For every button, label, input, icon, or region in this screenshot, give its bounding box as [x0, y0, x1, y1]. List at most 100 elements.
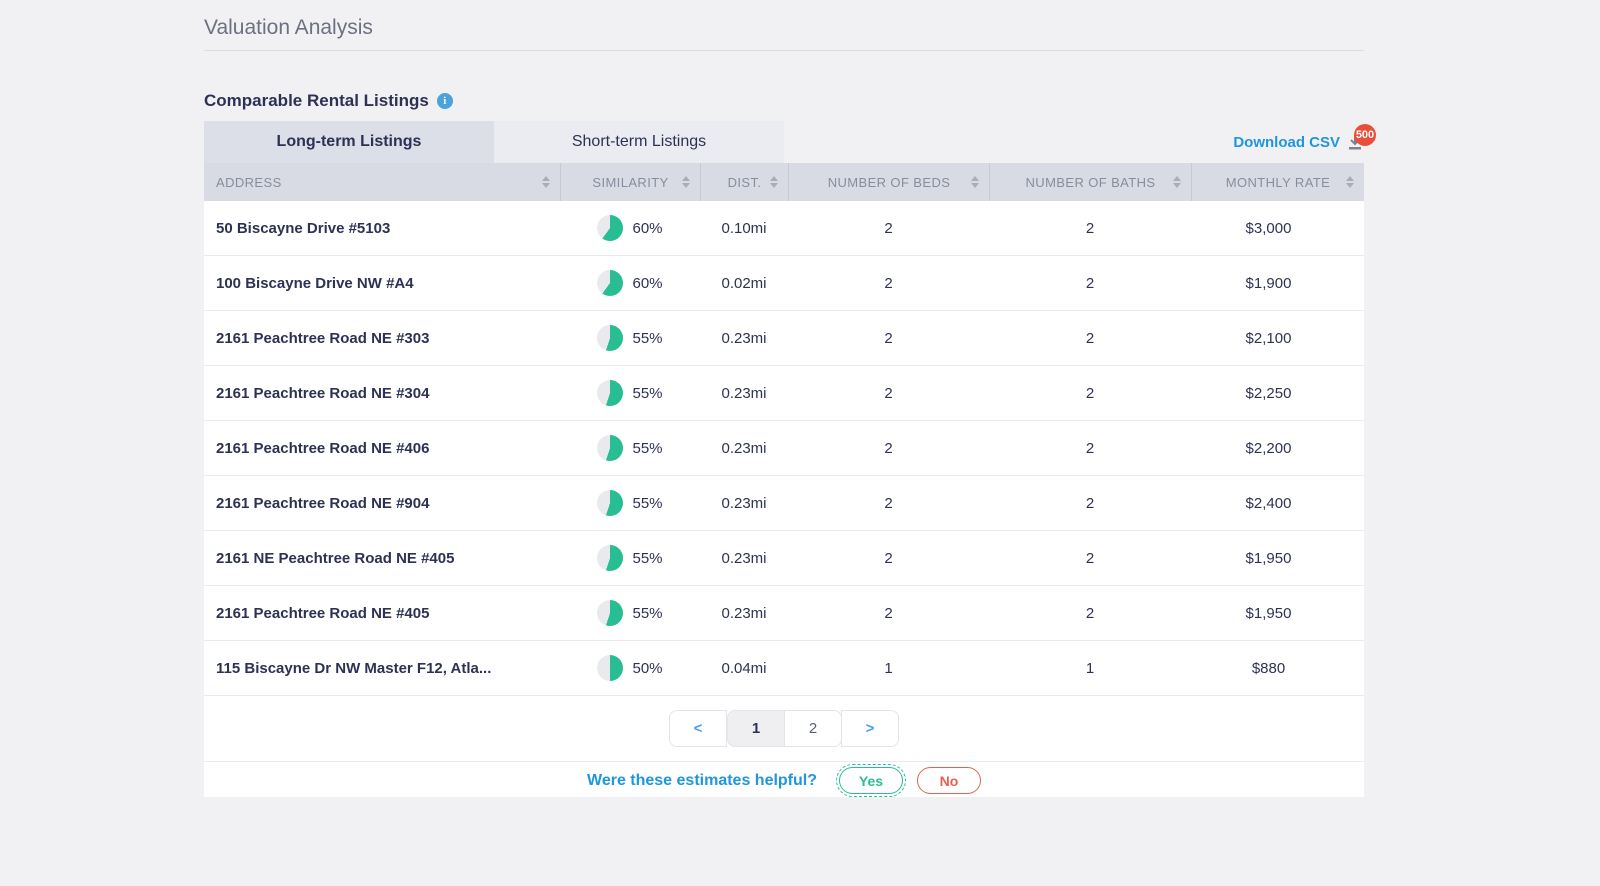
address-cell: 100 Biscayne Drive NW #A4 — [216, 274, 414, 292]
table-row[interactable]: 2161 NE Peachtree Road NE #405 55% 0.23m… — [204, 531, 1364, 586]
column-header-label: DIST. — [727, 174, 762, 190]
distance-cell: 0.02mi — [721, 274, 767, 292]
section-title: Comparable Rental Listings — [204, 91, 429, 110]
similarity-label: 55% — [632, 329, 663, 347]
sort-icon — [1173, 176, 1181, 188]
similarity-cell: 55% — [560, 531, 700, 585]
column-header-similarity[interactable]: SIMILARITY — [560, 163, 700, 201]
info-icon[interactable]: i — [436, 93, 453, 109]
similarity-cell: 55% — [560, 366, 700, 420]
feedback-row: Were these estimates helpful? Yes No — [204, 761, 1364, 797]
baths-cell: 2 — [1085, 384, 1095, 402]
similarity-pie-chart — [597, 600, 624, 626]
distance-cell: 0.23mi — [721, 384, 767, 402]
similarity-label: 55% — [632, 604, 663, 622]
table-row[interactable]: 2161 Peachtree Road NE #303 55% 0.23mi 2… — [204, 311, 1364, 366]
table-row[interactable]: 115 Biscayne Dr NW Master F12, Atla... 5… — [204, 641, 1364, 696]
column-header-monthly-rate[interactable]: MONTHLY RATE — [1191, 163, 1364, 201]
feedback-no-button[interactable]: No — [917, 767, 981, 794]
tab-short-term-listings[interactable]: Short-term Listings — [494, 121, 784, 163]
baths-cell: 1 — [1085, 659, 1095, 677]
beds-cell: 2 — [884, 384, 893, 402]
similarity-label: 50% — [632, 659, 663, 677]
address-cell: 2161 Peachtree Road NE #303 — [216, 329, 430, 347]
tab-long-term-listings[interactable]: Long-term Listings — [204, 121, 494, 163]
beds-cell: 2 — [884, 604, 893, 622]
beds-cell: 2 — [884, 219, 893, 237]
similarity-pie-chart — [597, 270, 624, 296]
similarity-pie-chart — [597, 490, 624, 516]
similarity-label: 55% — [632, 439, 663, 457]
table-row[interactable]: 2161 Peachtree Road NE #406 55% 0.23mi 2… — [204, 421, 1364, 476]
beds-cell: 2 — [884, 494, 893, 512]
similarity-pie-chart — [597, 545, 624, 571]
table-row[interactable]: 100 Biscayne Drive NW #A4 60% 0.02mi 2 2… — [204, 256, 1364, 311]
similarity-pie-chart — [597, 380, 624, 406]
similarity-cell: 55% — [560, 421, 700, 475]
beds-cell: 2 — [884, 274, 893, 292]
pagination-next-button[interactable]: > — [841, 710, 899, 747]
similarity-label: 60% — [632, 274, 663, 292]
similarity-cell: 55% — [560, 311, 700, 365]
pagination-page-2[interactable]: 2 — [784, 710, 842, 747]
table-row[interactable]: 2161 Peachtree Road NE #304 55% 0.23mi 2… — [204, 366, 1364, 421]
baths-cell: 2 — [1085, 274, 1095, 292]
credits-badge: 500 — [1354, 124, 1376, 146]
table-row[interactable]: 50 Biscayne Drive #5103 60% 0.10mi 2 2 $… — [204, 201, 1364, 256]
address-cell: 2161 Peachtree Road NE #904 — [216, 494, 430, 512]
comparable-listings-table-card: ADDRESS SIMILARITY DIST. NUMBER OF BEDS … — [204, 163, 1364, 797]
distance-cell: 0.23mi — [721, 549, 767, 567]
pagination-page-1[interactable]: 1 — [727, 710, 785, 747]
similarity-label: 60% — [632, 219, 663, 237]
sort-icon — [971, 176, 979, 188]
monthly-rate-cell: $1,950 — [1245, 549, 1292, 567]
sort-icon — [1346, 176, 1354, 188]
baths-cell: 2 — [1085, 329, 1095, 347]
listings-tabs: Long-term Listings Short-term Listings — [204, 121, 784, 163]
monthly-rate-cell: $2,200 — [1245, 439, 1292, 457]
address-cell: 2161 Peachtree Road NE #406 — [216, 439, 430, 457]
baths-cell: 2 — [1085, 439, 1095, 457]
feedback-question: Were these estimates helpful? — [587, 771, 817, 789]
similarity-label: 55% — [632, 494, 663, 512]
monthly-rate-cell: $1,950 — [1245, 604, 1292, 622]
sort-icon — [542, 176, 550, 188]
distance-cell: 0.23mi — [721, 494, 767, 512]
monthly-rate-cell: $1,900 — [1245, 274, 1292, 292]
column-header-label: NUMBER OF BEDS — [827, 174, 951, 190]
similarity-cell: 60% — [560, 256, 700, 310]
sort-icon — [682, 176, 690, 188]
monthly-rate-cell: $2,250 — [1245, 384, 1292, 402]
column-header-label: ADDRESS — [216, 174, 282, 190]
beds-cell: 2 — [884, 329, 893, 347]
similarity-pie-chart — [597, 435, 624, 461]
similarity-cell: 55% — [560, 586, 700, 640]
baths-cell: 2 — [1085, 549, 1095, 567]
download-csv-button[interactable]: Download CSV 500 — [1233, 121, 1376, 163]
column-header-number-of-beds[interactable]: NUMBER OF BEDS — [788, 163, 989, 201]
monthly-rate-cell: $2,400 — [1245, 494, 1292, 512]
distance-cell: 0.10mi — [721, 219, 767, 237]
address-cell: 2161 Peachtree Road NE #304 — [216, 384, 430, 402]
column-header-address[interactable]: ADDRESS — [204, 163, 560, 201]
page-title: Valuation Analysis — [204, 16, 373, 39]
column-header-dist-[interactable]: DIST. — [700, 163, 788, 201]
similarity-pie-chart — [597, 325, 624, 351]
similarity-label: 55% — [632, 549, 663, 567]
table-header-row: ADDRESS SIMILARITY DIST. NUMBER OF BEDS … — [204, 163, 1364, 201]
pagination-prev-button[interactable]: < — [669, 710, 727, 747]
table-body: 50 Biscayne Drive #5103 60% 0.10mi 2 2 $… — [204, 201, 1364, 696]
monthly-rate-cell: $3,000 — [1245, 219, 1292, 237]
feedback-yes-button[interactable]: Yes — [836, 764, 906, 797]
table-row[interactable]: 2161 Peachtree Road NE #904 55% 0.23mi 2… — [204, 476, 1364, 531]
similarity-cell: 60% — [560, 201, 700, 255]
table-row[interactable]: 2161 Peachtree Road NE #405 55% 0.23mi 2… — [204, 586, 1364, 641]
valuation-analysis-panel: Valuation Analysis Comparable Rental Lis… — [204, 0, 1376, 797]
column-header-label: MONTHLY RATE — [1225, 174, 1331, 190]
address-cell: 2161 Peachtree Road NE #405 — [216, 604, 430, 622]
baths-cell: 2 — [1085, 494, 1095, 512]
address-cell: 115 Biscayne Dr NW Master F12, Atla... — [216, 659, 492, 677]
similarity-cell: 50% — [560, 641, 700, 695]
column-header-number-of-baths[interactable]: NUMBER OF BATHS — [989, 163, 1191, 201]
